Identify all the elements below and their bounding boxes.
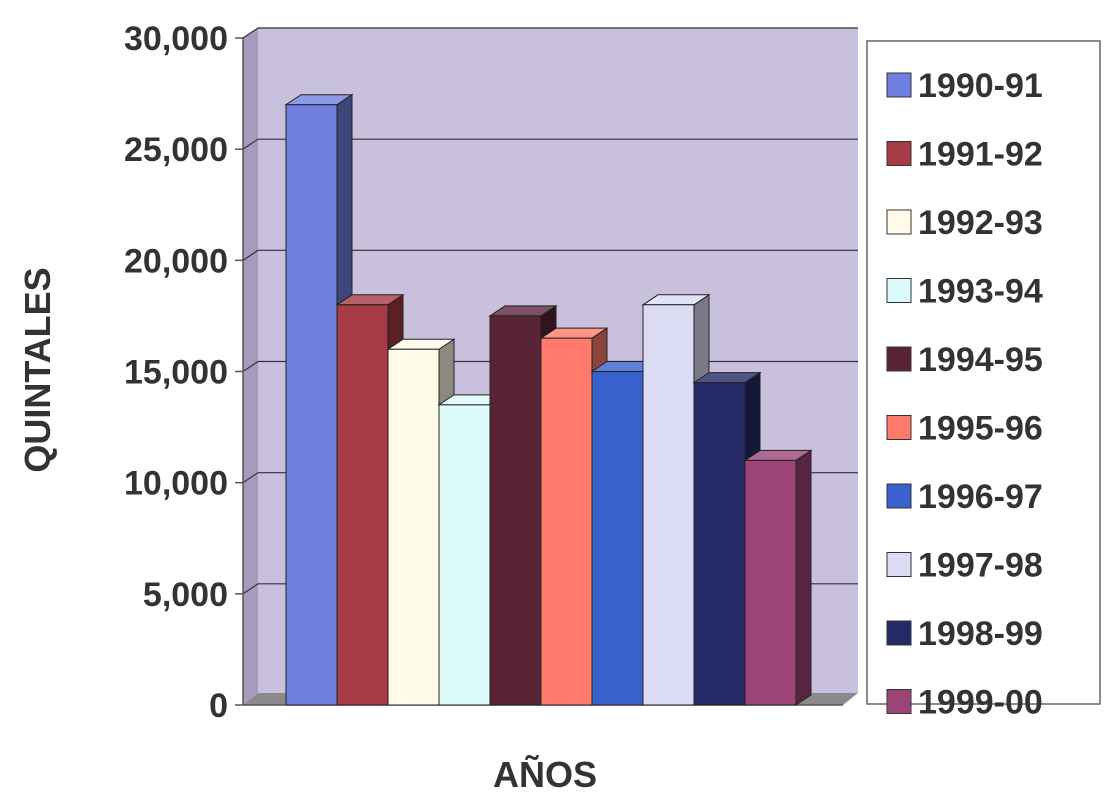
legend-label: 1998-99 [918,615,1043,653]
x-axis-title: AÑOS [493,753,597,792]
y-axis-title: QUINTALES [17,267,58,472]
gridline [242,138,858,150]
y-ticks: 30,000 25,000 20,000 15,000 10,000 5,000 0 [124,20,243,725]
legend-swatch [886,141,912,166]
bar-side [795,449,812,706]
gridline [242,249,858,261]
gridline [242,27,858,39]
legend-swatch [886,483,912,509]
legend: 1990-91 1991-92 1992-93 1993-94 1994-95 1995-… [886,67,1043,722]
bar-front [387,348,440,706]
legend-swatch [886,72,912,98]
bar-front [438,404,491,706]
legend-label: 1995-96 [918,410,1043,448]
y-tick-label: 0 [209,687,228,725]
legend-swatch [886,346,912,372]
legend-label: 1990-91 [918,67,1043,105]
legend-swatch [886,209,912,235]
bar-front [744,459,797,706]
legend-swatch [886,415,912,440]
bar-front [489,315,542,706]
legend-label: 1996-97 [918,478,1043,516]
legend-label: 1991-92 [918,136,1043,174]
bar-front [336,304,389,706]
y-tick-label: 25,000 [124,131,228,169]
bar-1999-00 [743,449,813,706]
y-tick-label: 15,000 [124,354,228,392]
bar-front [693,382,746,706]
legend-swatch [886,552,912,577]
legend-label: 1992-93 [918,204,1043,242]
y-tick-label: 30,000 [124,20,228,58]
legend-swatch [886,278,912,303]
legend-label: 1993-94 [918,273,1043,311]
legend-label: 1997-98 [918,547,1043,585]
y-tick-label: 10,000 [124,465,228,503]
bar-front [540,337,593,706]
bar-front [591,371,644,706]
legend-label: 1999-00 [918,684,1043,722]
legend-label: 1994-95 [918,341,1043,379]
legend-swatch [886,689,912,714]
bar-front [285,104,338,706]
bars [284,93,813,706]
y-tick-label: 20,000 [124,242,228,280]
bar-front [642,304,695,706]
y-tick-label: 5,000 [143,576,228,614]
legend-swatch [886,620,912,646]
